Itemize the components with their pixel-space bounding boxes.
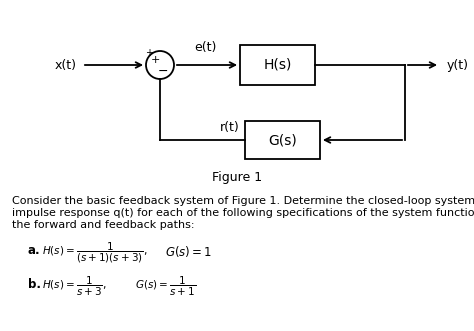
Text: Consider the basic feedback system of Figure 1. Determine the closed-loop system: Consider the basic feedback system of Fi…: [12, 196, 474, 206]
Text: H(s): H(s): [264, 58, 292, 72]
Text: x(t): x(t): [55, 59, 77, 71]
Text: −: −: [158, 65, 168, 77]
Text: +: +: [150, 55, 160, 65]
Text: $H(s) = \dfrac{1}{(s+1)(s+3)},$: $H(s) = \dfrac{1}{(s+1)(s+3)},$: [42, 241, 147, 265]
Text: $G(s) = \dfrac{1}{s+1}$: $G(s) = \dfrac{1}{s+1}$: [135, 275, 196, 298]
Text: the forward and feedback paths:: the forward and feedback paths:: [12, 220, 194, 230]
Text: y(t): y(t): [447, 59, 469, 71]
FancyBboxPatch shape: [240, 45, 315, 85]
Text: b.: b.: [28, 278, 41, 291]
Text: $G(s) = 1$: $G(s) = 1$: [165, 244, 212, 259]
Text: e(t): e(t): [194, 40, 216, 54]
Text: +: +: [145, 48, 153, 58]
Text: Figure 1: Figure 1: [212, 171, 262, 184]
Text: $H(s) = \dfrac{1}{s+3},$: $H(s) = \dfrac{1}{s+3},$: [42, 275, 107, 298]
Text: a.: a.: [28, 244, 41, 257]
FancyBboxPatch shape: [245, 121, 320, 159]
Text: G(s): G(s): [268, 133, 297, 147]
Text: impulse response q(t) for each of the following specifications of the system fun: impulse response q(t) for each of the fo…: [12, 208, 474, 218]
Text: r(t): r(t): [220, 121, 240, 134]
